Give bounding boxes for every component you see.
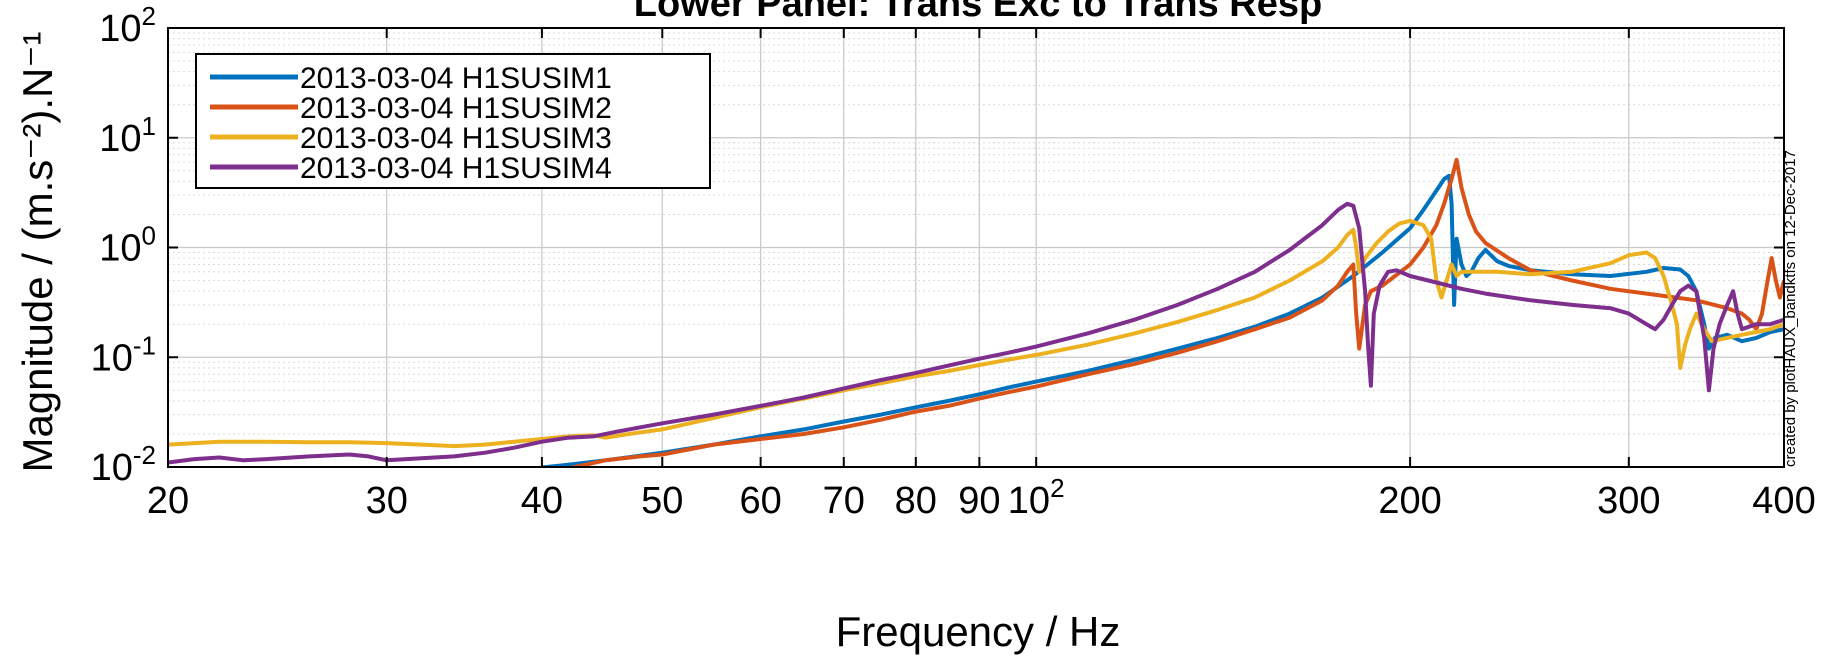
legend-label-1: 2013-03-04 H1SUSIM1 — [300, 62, 612, 95]
legend-label-3: 2013-03-04 H1SUSIM3 — [300, 122, 612, 155]
x-tick-label: 102 — [1008, 473, 1065, 522]
legend-label-4: 2013-03-04 H1SUSIM4 — [300, 152, 612, 185]
x-tick-label: 30 — [366, 480, 408, 522]
x-tick-label: 200 — [1378, 480, 1441, 522]
grid-lines — [167, 27, 1785, 468]
series-line-2 — [567, 157, 1784, 467]
x-tick-label: 70 — [823, 480, 865, 522]
x-tick-label: 20 — [147, 480, 189, 522]
series-lines — [168, 157, 1784, 467]
tick-labels: 20 30 40 50 60 70 80 90 102 200 300 40010210110010-… — [91, 1, 1816, 522]
x-axis-label: Frequency / Hz — [836, 608, 1121, 655]
x-tick-label: 90 — [958, 480, 1000, 522]
series-line-3 — [168, 218, 1784, 449]
x-tick-label: 40 — [521, 480, 563, 522]
legend-label-2: 2013-03-04 H1SUSIM2 — [300, 92, 612, 125]
y-tick-label: 101 — [99, 111, 156, 160]
y-tick-label: 100 — [99, 221, 156, 270]
x-tick-label: 400 — [1752, 480, 1815, 522]
x-tick-label: 80 — [895, 480, 937, 522]
series-line-1 — [541, 173, 1784, 467]
y-axis-label: Magnitude / (m.s⁻²).N⁻¹ — [14, 31, 61, 472]
series-line-4 — [168, 201, 1784, 465]
y-tick-label: 10-1 — [91, 330, 156, 379]
chart-title: Lower Panel: Trans Exc to Trans Resp — [634, 0, 1322, 25]
x-tick-label: 300 — [1597, 480, 1660, 522]
x-tick-label: 50 — [641, 480, 683, 522]
x-tick-label: 60 — [739, 480, 781, 522]
credit-annotation: created by plotHAUX_bandktfs on 12-Dec-2… — [1782, 150, 1799, 467]
axis-ticks — [167, 27, 1785, 468]
y-tick-label: 102 — [99, 1, 156, 50]
